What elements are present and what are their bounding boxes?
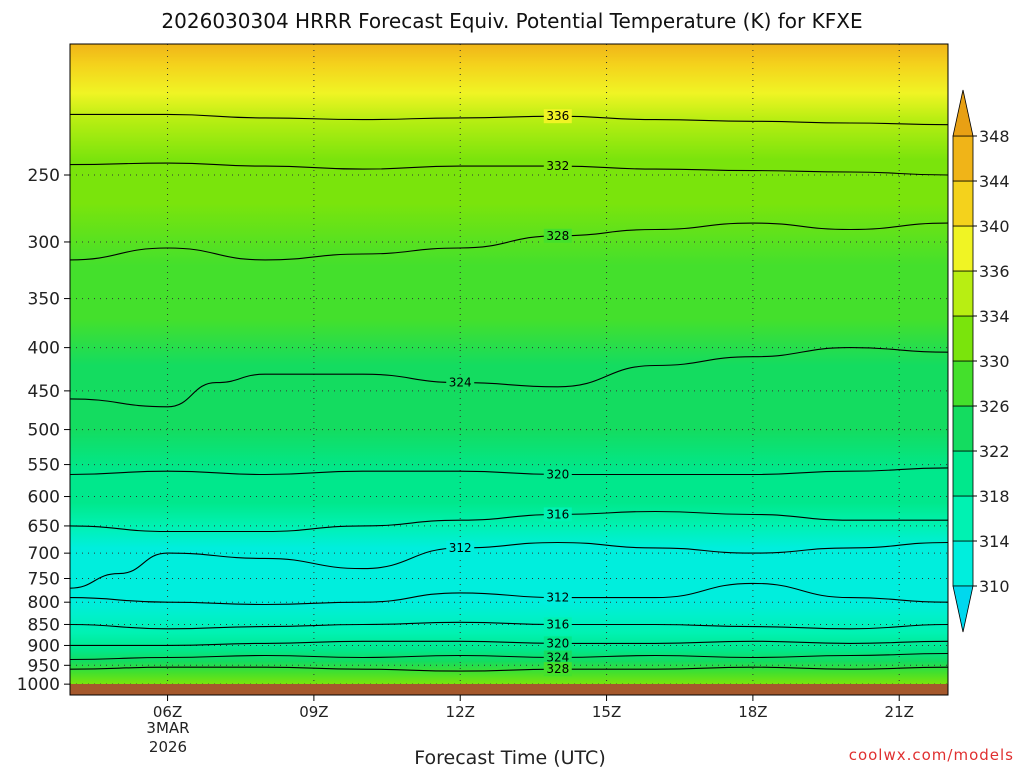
x-tick-label-12Z: 12Z: [446, 703, 475, 721]
colorbar-label-310: 310: [979, 577, 1010, 596]
contour-316-2: [70, 510, 948, 533]
colorbar-label-318: 318: [979, 487, 1010, 506]
date-label-year: 2026: [149, 738, 187, 756]
colorbar-label-348: 348: [979, 127, 1010, 146]
colorbar-label-314: 314: [979, 532, 1010, 551]
x-tick-label-18Z: 18Z: [738, 703, 767, 721]
contour-label-324-6: 324: [449, 376, 472, 390]
y-tick-label-600: 600: [28, 488, 60, 508]
contour-label-316-3: 316: [546, 617, 569, 631]
contour-label-316-2: 316: [546, 507, 569, 521]
contour-label-320-4: 320: [546, 467, 569, 481]
credit-text: coolwx.com/models: [849, 746, 1014, 764]
contour-312-0: [70, 541, 948, 589]
colorbar-segment-336: [952, 225, 974, 272]
colorbar-label-334: 334: [979, 307, 1010, 326]
colorbar-label-336: 336: [979, 262, 1010, 281]
contour-label-bg-9: [543, 662, 572, 677]
y-tick-label-750: 750: [28, 569, 60, 589]
contour-label-bg-4: [543, 467, 572, 482]
colorbar-label-330: 330: [979, 352, 1010, 371]
contour-label-bg-2: [543, 507, 572, 522]
contour-label-bg-6: [446, 375, 475, 390]
contour-label-bg-10: [543, 159, 572, 174]
contour-label-bg-5: [543, 636, 572, 651]
contour-320-5: [70, 640, 948, 646]
contour-label-bg-11: [543, 109, 572, 124]
ground-layer: [70, 684, 948, 695]
y-tick-label-1000: 1000: [17, 675, 60, 695]
colorbar-segment-318: [952, 450, 974, 497]
contour-label-bg-3: [543, 617, 572, 632]
contour-label-336-11: 336: [546, 109, 569, 123]
y-tick-label-550: 550: [28, 456, 60, 476]
colorbar-segment-314: [952, 495, 974, 542]
colorbar-label-340: 340: [979, 217, 1010, 236]
contour-320-4: [70, 467, 948, 476]
contour-328-8: [70, 222, 948, 261]
colorbar: 310 314 318 322 326 330 334 336 340 344 348: [952, 89, 1010, 633]
x-axis-label: Forecast Time (UTC): [414, 747, 605, 768]
contour-label-bg-1: [543, 590, 572, 605]
contour-label-312-0: 312: [449, 541, 472, 555]
y-tick-label-700: 700: [28, 544, 60, 564]
colorbar-segment-334: [952, 270, 974, 317]
colorbar-segment-326: [952, 360, 974, 407]
colorbar-segment-340: [952, 180, 974, 227]
colorbar-extend-bottom: [952, 585, 974, 633]
y-tick-label-500: 500: [28, 421, 60, 441]
contour-label-bg-8: [543, 228, 572, 243]
y-tick-label-300: 300: [28, 233, 60, 253]
y-tick-label-900: 900: [28, 636, 60, 656]
contour-316-3: [70, 621, 948, 630]
y-tick-label-850: 850: [28, 615, 60, 635]
contour-324-6: [70, 347, 948, 408]
x-tick-label-09Z: 09Z: [299, 703, 328, 721]
contour-label-324-7: 324: [546, 650, 569, 664]
y-tick-label-650: 650: [28, 517, 60, 537]
colorbar-segment-344: [952, 135, 974, 182]
colorbar-extend-top: [952, 89, 974, 137]
x-axis: 06Z 09Z 12Z 15Z 18Z 21Z: [153, 695, 914, 721]
contour-328-9: [70, 666, 948, 672]
colorbar-label-344: 344: [979, 172, 1010, 191]
contour-label-328-9: 328: [546, 662, 569, 676]
colorbar-segment-310: [952, 540, 974, 587]
contour-324-7: [70, 652, 948, 661]
y-tick-label-350: 350: [28, 290, 60, 310]
contour-label-320-5: 320: [546, 636, 569, 650]
contour-label-bg-7: [543, 650, 572, 665]
date-label-month: 3MAR: [146, 719, 189, 737]
chart-title: 2026030304 HRRR Forecast Equiv. Potentia…: [161, 9, 862, 33]
contour-label-332-10: 332: [546, 159, 569, 173]
contour-label-312-1: 312: [546, 591, 569, 605]
y-tick-label-400: 400: [28, 339, 60, 359]
colorbar-segment-330: [952, 315, 974, 362]
theta-e-field: [70, 44, 948, 695]
contour-312-1: [70, 582, 948, 606]
colorbar-label-322: 322: [979, 442, 1010, 461]
contour-label-328-8: 328: [546, 229, 569, 243]
y-tick-label-450: 450: [28, 382, 60, 402]
contour-336-11: [70, 113, 948, 126]
y-axis: 2503003504004505005506006507007508008509…: [17, 166, 70, 695]
x-tick-label-21Z: 21Z: [885, 703, 914, 721]
plot-frame: [69, 43, 949, 696]
contour-332-10: [70, 162, 948, 176]
y-tick-label-250: 250: [28, 166, 60, 186]
colorbar-segment-322: [952, 405, 974, 452]
x-tick-label-15Z: 15Z: [592, 703, 621, 721]
contour-label-bg-0: [446, 540, 475, 555]
x-tick-label-06Z: 06Z: [153, 703, 182, 721]
colorbar-label-326: 326: [979, 397, 1010, 416]
y-tick-label-950: 950: [28, 656, 60, 676]
y-tick-label-800: 800: [28, 593, 60, 613]
